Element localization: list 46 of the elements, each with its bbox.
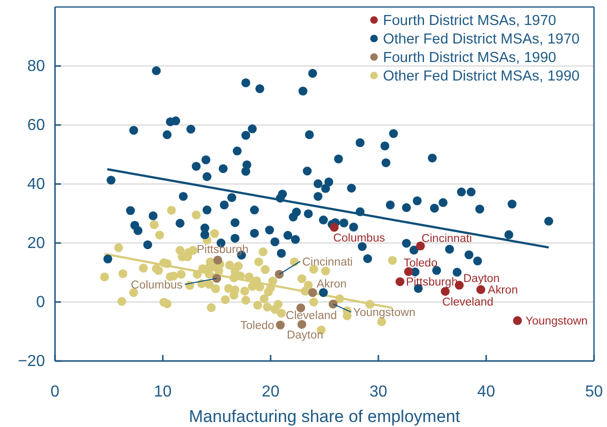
point <box>308 288 318 297</box>
y-tick-label: −20 <box>18 353 46 370</box>
annotation: Cincinnati <box>421 232 472 245</box>
annotation: Pittsburgh <box>196 244 249 256</box>
legend-label: Other Fed District MSAs, 1970 <box>383 32 580 48</box>
point <box>396 277 404 286</box>
y-tick-label: 20 <box>27 235 46 252</box>
legend-label: Fourth District MSAs, 1970 <box>383 13 556 30</box>
y-tick-label: 60 <box>27 117 46 134</box>
y-tick-label: 80 <box>27 58 46 76</box>
legend-label: Other Fed District MSAs, 1990 <box>383 68 580 85</box>
x-tick-label: 40 <box>477 383 496 400</box>
x-tick-label: 20 <box>262 383 280 400</box>
legend-label: Fourth District MSAs, 1990 <box>383 50 556 66</box>
point <box>476 285 486 294</box>
y-tick-label: 0 <box>36 294 46 312</box>
annotation: Cincinnati <box>302 256 353 268</box>
x-tick-label: 30 <box>370 383 388 400</box>
x-tick-label: 0 <box>50 383 60 400</box>
point <box>513 316 522 326</box>
x-tick-label: 50 <box>585 383 603 400</box>
annotation: Toledo <box>404 258 438 270</box>
point <box>213 256 222 265</box>
point <box>276 320 285 330</box>
y-tick-label: 40 <box>27 176 46 194</box>
x-axis-title: Manufacturing share of employment <box>188 407 460 426</box>
annotation: Cleveland <box>442 296 494 308</box>
point <box>330 222 339 232</box>
point <box>274 270 284 279</box>
annotation: Youngstown <box>525 316 588 328</box>
annotation: Dayton <box>286 329 324 342</box>
annotation: Cleveland <box>286 310 337 322</box>
point <box>297 320 306 329</box>
annotation: Akron <box>316 278 347 291</box>
annotation: Columbus <box>333 232 386 244</box>
point <box>328 300 338 308</box>
annotation: Pittsburgh <box>406 276 458 289</box>
annotation: Dayton <box>463 273 500 286</box>
annotation: Columbus <box>130 279 183 292</box>
point <box>212 274 222 283</box>
point <box>404 267 414 276</box>
x-tick-label: 10 <box>154 383 172 400</box>
annotation: Akron <box>488 284 518 297</box>
annotation: Youngstown <box>353 307 416 320</box>
point <box>416 242 425 250</box>
annotation: Toledo <box>240 320 274 332</box>
